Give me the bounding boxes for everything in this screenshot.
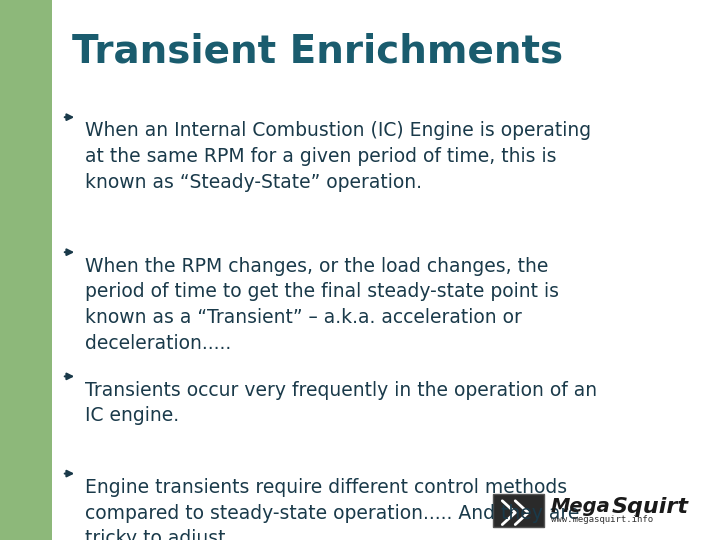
Text: Mega: Mega xyxy=(551,497,611,516)
Text: www.megasquirt.info: www.megasquirt.info xyxy=(551,515,653,524)
Text: Engine transients require different control methods
compared to steady-state ope: Engine transients require different cont… xyxy=(85,478,580,540)
Text: When the RPM changes, or the load changes, the
period of time to get the final s: When the RPM changes, or the load change… xyxy=(85,256,559,353)
Text: Transient Enrichments: Transient Enrichments xyxy=(72,32,563,70)
FancyBboxPatch shape xyxy=(493,495,544,526)
FancyBboxPatch shape xyxy=(0,0,52,540)
Text: Transients occur very frequently in the operation of an
IC engine.: Transients occur very frequently in the … xyxy=(85,381,597,426)
Text: Squirt: Squirt xyxy=(612,497,689,517)
Text: When an Internal Combustion (IC) Engine is operating
at the same RPM for a given: When an Internal Combustion (IC) Engine … xyxy=(85,122,591,192)
